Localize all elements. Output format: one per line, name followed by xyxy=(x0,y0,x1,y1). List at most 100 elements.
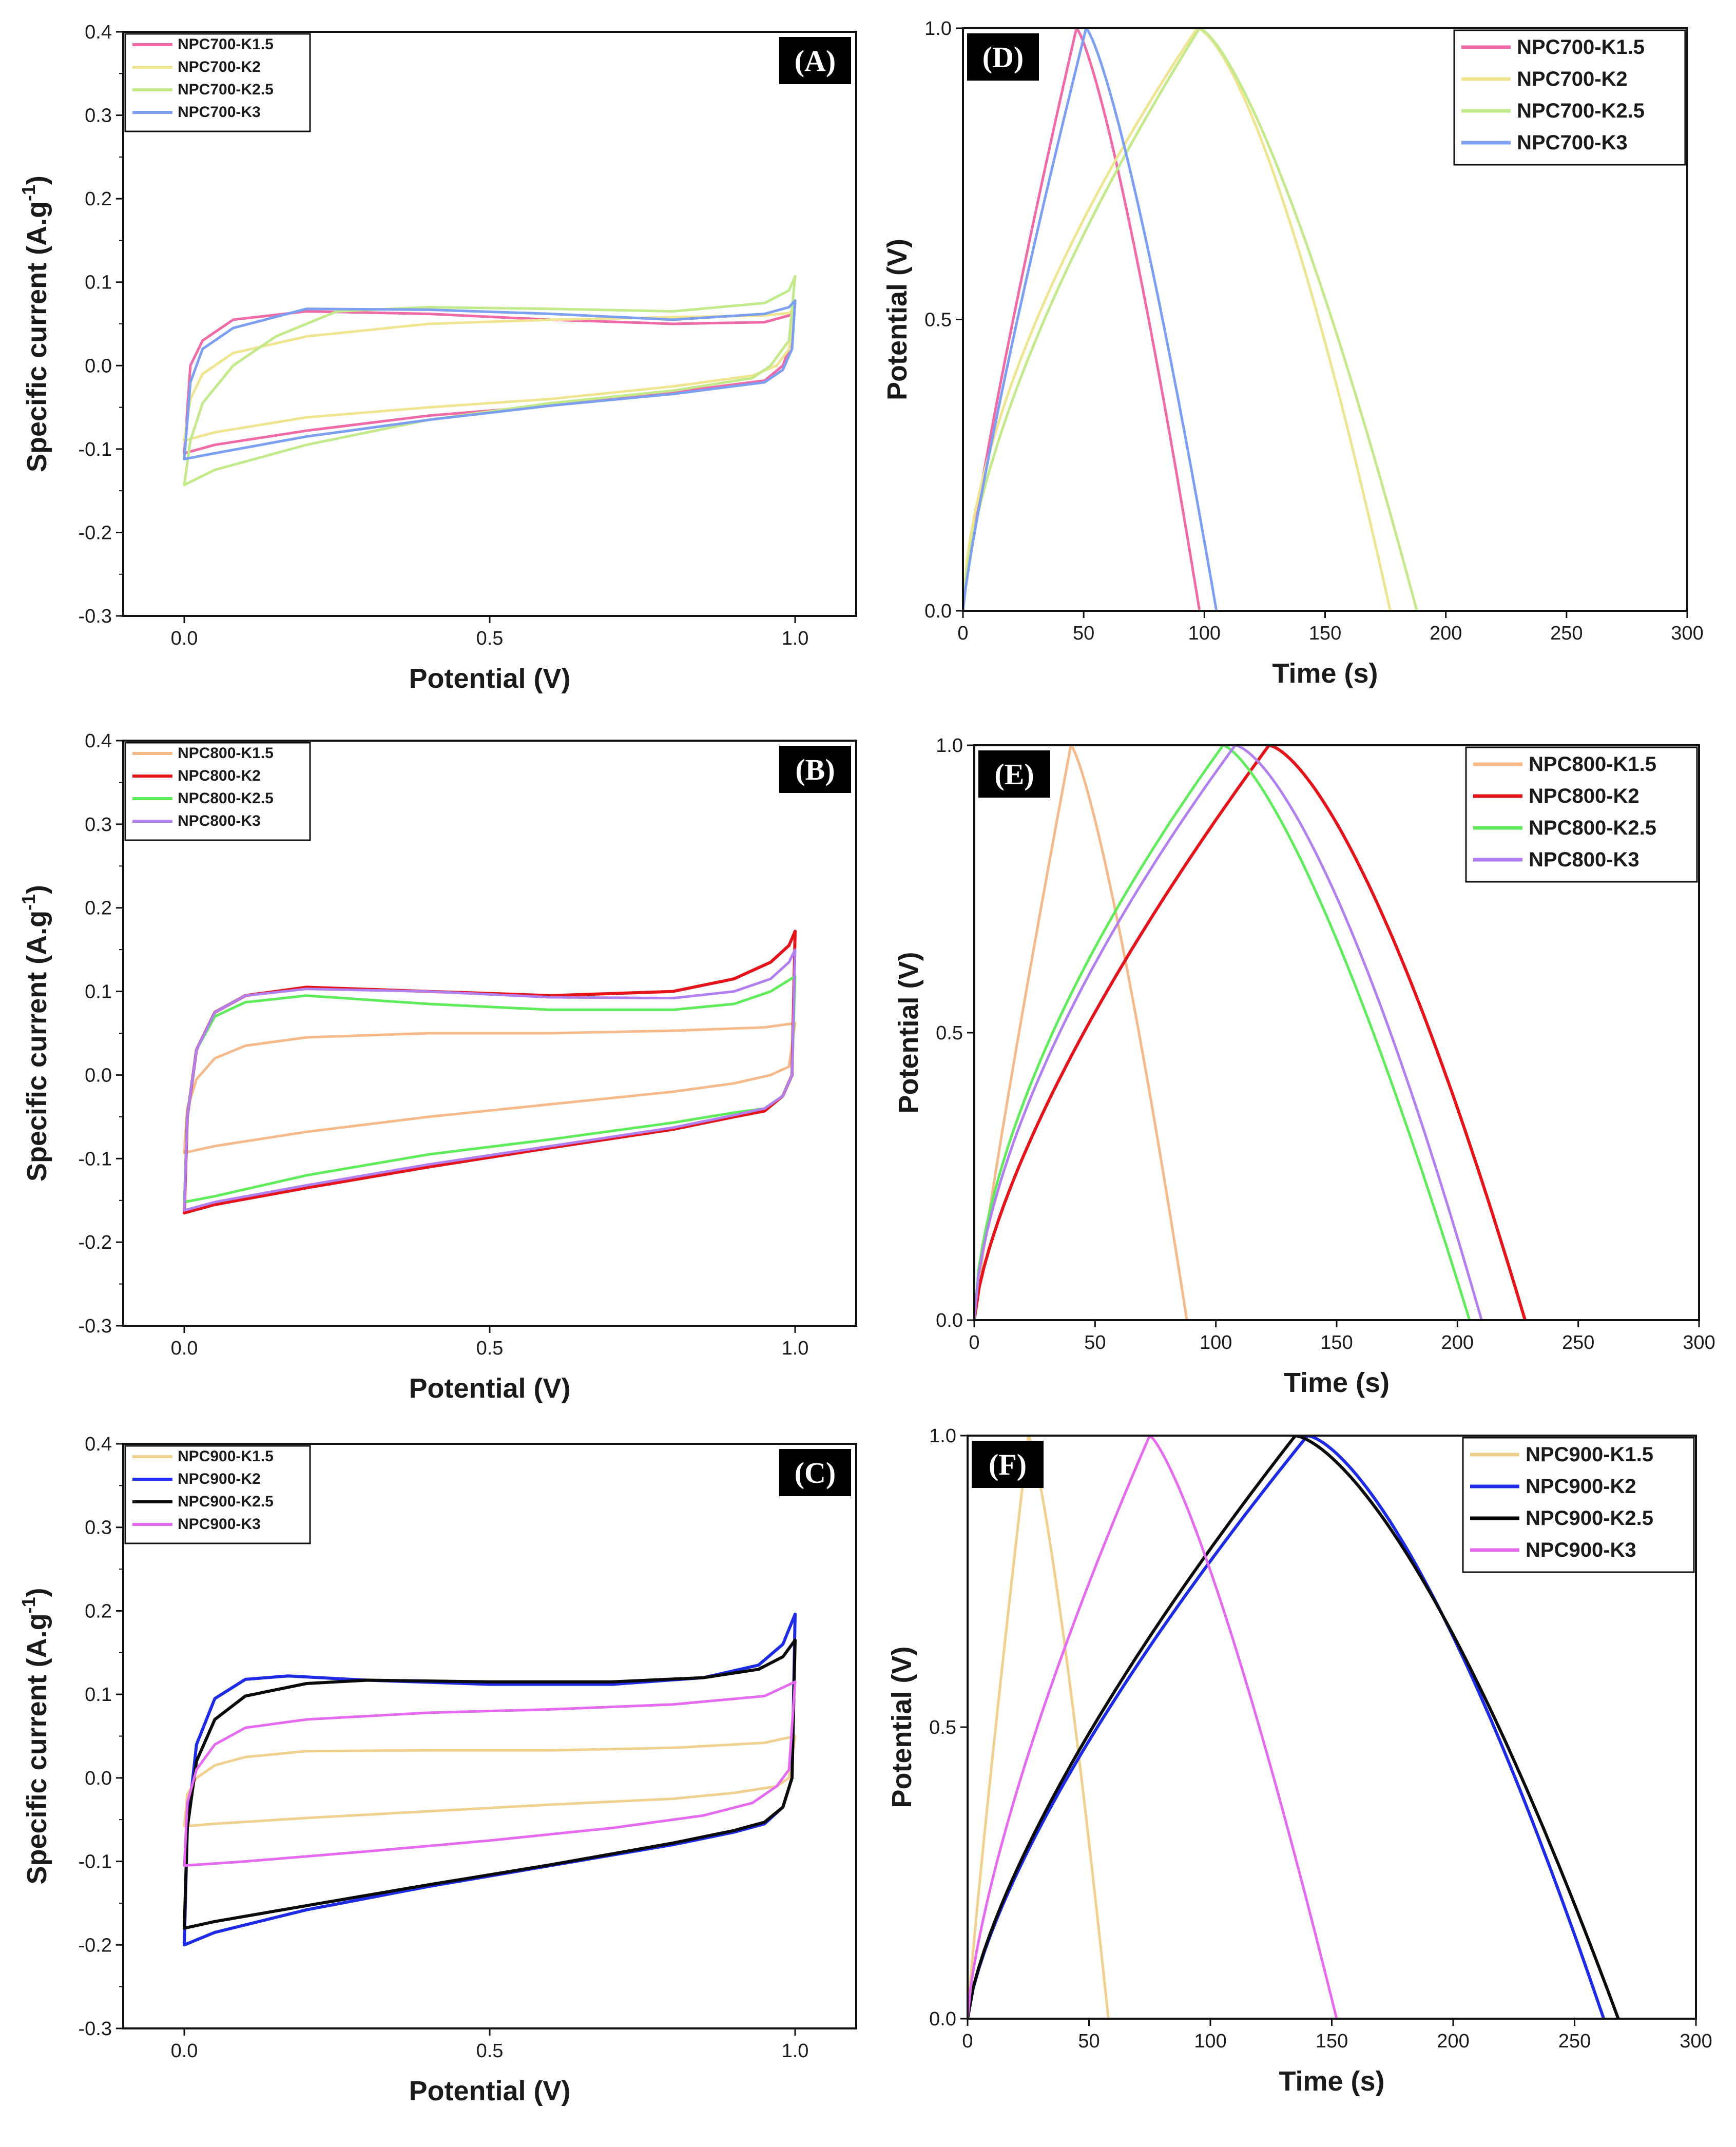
y-axis-label: Specific current (A.g-1) xyxy=(18,1588,52,1884)
legend-label: NPC700-K2 xyxy=(178,59,261,75)
y-axis-label-text: Specific current (A.g xyxy=(22,201,52,472)
legend-box xyxy=(124,33,311,132)
y-tick-label: 0.1 xyxy=(85,272,112,294)
x-tick-label: 250 xyxy=(1558,2030,1591,2052)
y-tick-label: 0.0 xyxy=(85,355,112,377)
y-tick-label: 0.5 xyxy=(936,1022,963,1044)
panel-D: 0.0 0.5 1.0 0 50 100 150 200 250 300 Time (s) Poten… xyxy=(882,18,1704,689)
y-axis-label-superscript: -1 xyxy=(18,1597,39,1613)
legend-label: NPC700-K2.5 xyxy=(178,81,274,98)
panel-label-box xyxy=(978,750,1050,798)
panel-E: 0.0 0.5 1.0 0 50 100 150 200 250 300 Time (s) Poten… xyxy=(893,735,1715,1398)
legend-label: NPC900-K3 xyxy=(1526,1539,1636,1561)
y-axis-label-superscript: -1 xyxy=(18,894,39,911)
panel-A: -0.3 -0.2 -0.1 0.0 0.1 0.2 0.3 0.4 0.0 0.5 1.0 Pote… xyxy=(18,22,857,694)
series-line-NPC700-K2.5 xyxy=(183,275,797,487)
series-line-NPC800-K3 xyxy=(183,948,797,1212)
y-tick-label: -0.2 xyxy=(79,1935,112,1956)
series-line-NPC900-K2.5 xyxy=(968,1436,1620,2019)
legend-label: NPC800-K3 xyxy=(178,813,261,829)
legend-label: NPC900-K2.5 xyxy=(178,1493,274,1510)
y-tick-label: -0.2 xyxy=(79,1232,112,1253)
series-line-NPC700-K2 xyxy=(183,306,797,442)
y-tick-label: 1.0 xyxy=(924,18,952,40)
y-tick-label: 0.5 xyxy=(924,310,952,331)
x-tick-label: 300 xyxy=(1683,1332,1715,1353)
y-axis-label-close: ) xyxy=(22,1588,52,1597)
series-group xyxy=(968,1436,1620,2019)
y-tick-label: -0.3 xyxy=(79,1316,112,1337)
panel-label: (F) xyxy=(989,1448,1027,1481)
x-tick-label: 250 xyxy=(1562,1332,1594,1353)
legend-label: NPC800-K2.5 xyxy=(178,790,274,807)
y-tick-label: 0.0 xyxy=(924,601,952,622)
x-tick-label: 100 xyxy=(1194,2030,1226,2052)
x-tick-label: 0 xyxy=(962,2030,973,2052)
y-tick-label: 1.0 xyxy=(936,735,963,757)
panel-C: -0.3 -0.2 -0.1 0.0 0.1 0.2 0.3 0.4 0.0 0.5 1.0 Pote… xyxy=(18,1434,857,2106)
series-group xyxy=(974,745,1527,1320)
legend-label: NPC900-K1.5 xyxy=(178,1448,274,1465)
x-axis-label: Potential (V) xyxy=(409,663,570,694)
legend-label: NPC800-K1.5 xyxy=(1529,753,1656,776)
y-tick-label: 0.1 xyxy=(85,981,112,1003)
y-axis-label-text: Specific current (A.g xyxy=(22,911,52,1182)
y-axis-label-text: Specific current (A.g xyxy=(22,1613,52,1884)
series-line-NPC700-K3 xyxy=(183,299,797,460)
y-axis-label: Specific current (A.g-1) xyxy=(18,885,52,1182)
x-tick-label: 0.5 xyxy=(476,2040,504,2062)
x-tick-label: 300 xyxy=(1680,2030,1712,2052)
series-line-NPC900-K2 xyxy=(183,1612,797,1947)
y-tick-label: -0.1 xyxy=(79,439,112,460)
series-group xyxy=(183,1612,797,1947)
series-line-NPC800-K2 xyxy=(183,930,797,1215)
panel-label: (D) xyxy=(982,41,1024,74)
series-line-NPC700-K2.5 xyxy=(963,28,1418,611)
legend: NPC900-K1.5 NPC900-K2 NPC900-K2.5 NPC900-K3 xyxy=(1462,1437,1695,1573)
legend-label: NPC900-K1.5 xyxy=(1526,1443,1653,1466)
x-tick-label: 150 xyxy=(1320,1332,1353,1353)
series-line-NPC800-K2.5 xyxy=(183,975,797,1204)
legend-label: NPC700-K1.5 xyxy=(1517,36,1645,59)
legend-label: NPC700-K3 xyxy=(178,104,261,121)
panel-label: (C) xyxy=(795,1456,836,1490)
series-line-NPC800-K2 xyxy=(974,745,1527,1320)
legend: NPC700-K1.5 NPC700-K2 NPC700-K2.5 NPC700-K3 xyxy=(124,33,311,132)
series-line-NPC800-K3 xyxy=(974,745,1483,1320)
x-tick-label: 0.5 xyxy=(476,1338,504,1359)
x-tick-label: 50 xyxy=(1084,1332,1106,1353)
y-axis-label: Potential (V) xyxy=(882,239,913,400)
legend-label: NPC800-K2.5 xyxy=(1529,817,1656,839)
x-tick-label: 150 xyxy=(1309,623,1341,644)
y-axis-label-close: ) xyxy=(22,885,52,894)
panel-F: 0.0 0.5 1.0 0 50 100 150 200 250 300 Time (s) Poten… xyxy=(886,1425,1712,2097)
legend-box xyxy=(124,742,311,841)
legend-label: NPC700-K2.5 xyxy=(1517,100,1645,122)
series-group xyxy=(963,28,1418,611)
panel-label-box xyxy=(779,1449,851,1496)
legend: NPC800-K1.5 NPC800-K2 NPC800-K2.5 NPC800-K3 xyxy=(1465,746,1698,883)
y-tick-label: 0.2 xyxy=(85,898,112,919)
y-tick-label: 0.2 xyxy=(85,1600,112,1622)
series-group xyxy=(183,275,797,487)
series-group xyxy=(183,930,797,1215)
x-tick-label: 200 xyxy=(1430,623,1462,644)
series-line-NPC900-K2.5 xyxy=(183,1638,797,1930)
y-tick-label: -0.3 xyxy=(79,606,112,627)
legend-label: NPC700-K2 xyxy=(1517,68,1628,90)
y-tick-label: 0.3 xyxy=(85,814,112,836)
series-line-NPC900-K2 xyxy=(968,1436,1606,2019)
x-axis-label: Potential (V) xyxy=(409,2076,570,2106)
x-axis-label: Time (s) xyxy=(1272,658,1378,689)
y-tick-label: -0.3 xyxy=(79,2018,112,2040)
x-axis-label: Potential (V) xyxy=(409,1373,570,1404)
legend: NPC700-K1.5 NPC700-K2 NPC700-K2.5 NPC700-K3 xyxy=(1453,29,1686,166)
y-tick-label: 0.2 xyxy=(85,188,112,210)
panel-label-box xyxy=(967,33,1039,81)
legend-label: NPC800-K2 xyxy=(1529,785,1639,807)
y-tick-label: 0.1 xyxy=(85,1684,112,1706)
legend-label: NPC700-K1.5 xyxy=(178,36,274,53)
x-tick-label: 300 xyxy=(1671,623,1703,644)
legend-label: NPC900-K2 xyxy=(1526,1475,1636,1498)
